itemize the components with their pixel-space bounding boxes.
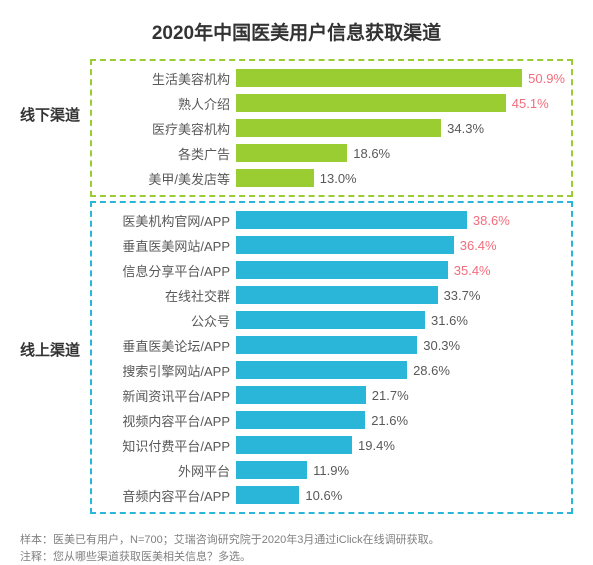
bar-wrap: 13.0% bbox=[236, 169, 565, 187]
row-label: 新闻资讯平台/APP bbox=[98, 386, 236, 405]
chart-area: 线下渠道线上渠道 生活美容机构 50.9% 熟人介绍 45.1% 医疗美容机构 34.3%… bbox=[20, 59, 573, 518]
bar-row: 医疗美容机构 34.3% bbox=[98, 116, 565, 140]
bar-value: 18.6% bbox=[353, 146, 390, 161]
bar-row: 在线社交群 33.7% bbox=[98, 283, 565, 307]
bar-row: 搜索引擎网站/APP 28.6% bbox=[98, 358, 565, 382]
bar-row: 各类广告 18.6% bbox=[98, 141, 565, 165]
bar-value: 19.4% bbox=[358, 438, 395, 453]
bar bbox=[236, 94, 506, 112]
bar-wrap: 11.9% bbox=[236, 461, 565, 479]
bar-wrap: 35.4% bbox=[236, 261, 565, 279]
bar-wrap: 19.4% bbox=[236, 436, 565, 454]
row-label: 音频内容平台/APP bbox=[98, 486, 236, 505]
row-label: 熟人介绍 bbox=[98, 94, 236, 113]
bar-value: 31.6% bbox=[431, 313, 468, 328]
bar-wrap: 18.6% bbox=[236, 144, 565, 162]
bar-row: 公众号 31.6% bbox=[98, 308, 565, 332]
bar-row: 外网平台 11.9% bbox=[98, 458, 565, 482]
row-label: 垂直医美论坛/APP bbox=[98, 336, 236, 355]
bar-row: 知识付费平台/APP 19.4% bbox=[98, 433, 565, 457]
bar bbox=[236, 144, 347, 162]
bar-wrap: 30.3% bbox=[236, 336, 565, 354]
row-label: 信息分享平台/APP bbox=[98, 261, 236, 280]
side-label: 线上渠道 bbox=[20, 339, 80, 360]
row-label: 知识付费平台/APP bbox=[98, 436, 236, 455]
chart-title: 2020年中国医美用户信息获取渠道 bbox=[20, 18, 573, 45]
bar-wrap: 34.3% bbox=[236, 119, 565, 137]
bar-value: 45.1% bbox=[512, 96, 549, 111]
bar-value: 13.0% bbox=[320, 171, 357, 186]
bar-value: 28.6% bbox=[413, 363, 450, 378]
row-label: 外网平台 bbox=[98, 461, 236, 480]
bar-value: 34.3% bbox=[447, 121, 484, 136]
bar-row: 信息分享平台/APP 35.4% bbox=[98, 258, 565, 282]
row-label: 各类广告 bbox=[98, 144, 236, 163]
bar-wrap: 45.1% bbox=[236, 94, 565, 112]
bar-row: 医美机构官网/APP 38.6% bbox=[98, 208, 565, 232]
row-label: 医疗美容机构 bbox=[98, 119, 236, 138]
bar-value: 36.4% bbox=[460, 238, 497, 253]
bar bbox=[236, 169, 314, 187]
row-label: 公众号 bbox=[98, 311, 236, 330]
bar bbox=[236, 411, 365, 429]
bar-wrap: 10.6% bbox=[236, 486, 565, 504]
footer-sample: 样本：医美已有用户，N=700；艾瑞咨询研究院于2020年3月通过iClick在… bbox=[20, 532, 573, 549]
bar-row: 美甲/美发店等 13.0% bbox=[98, 166, 565, 190]
side-labels-column: 线下渠道线上渠道 bbox=[20, 59, 90, 518]
bar-wrap: 21.7% bbox=[236, 386, 565, 404]
bar bbox=[236, 386, 366, 404]
side-label: 线下渠道 bbox=[20, 104, 80, 125]
bar-row: 音频内容平台/APP 10.6% bbox=[98, 483, 565, 507]
row-label: 搜索引擎网站/APP bbox=[98, 361, 236, 380]
footer-note: 注释：您从哪些渠道获取医美相关信息？多选。 bbox=[20, 549, 573, 565]
channel-group: 生活美容机构 50.9% 熟人介绍 45.1% 医疗美容机构 34.3% 各类广告 18.6%… bbox=[90, 59, 573, 197]
bar-wrap: 50.9% bbox=[236, 69, 565, 87]
bar-row: 垂直医美论坛/APP 30.3% bbox=[98, 333, 565, 357]
bar bbox=[236, 486, 299, 504]
bar bbox=[236, 236, 454, 254]
bar-wrap: 28.6% bbox=[236, 361, 565, 379]
bar-value: 10.6% bbox=[305, 488, 342, 503]
bar-value: 21.7% bbox=[372, 388, 409, 403]
bar-value: 11.9% bbox=[313, 463, 349, 478]
bar-row: 新闻资讯平台/APP 21.7% bbox=[98, 383, 565, 407]
row-label: 美甲/美发店等 bbox=[98, 169, 236, 188]
bar-value: 21.6% bbox=[371, 413, 408, 428]
bar-wrap: 33.7% bbox=[236, 286, 565, 304]
bar-wrap: 31.6% bbox=[236, 311, 565, 329]
row-label: 垂直医美网站/APP bbox=[98, 236, 236, 255]
bar-value: 30.3% bbox=[423, 338, 460, 353]
bar bbox=[236, 119, 441, 137]
bar bbox=[236, 461, 307, 479]
bar-value: 35.4% bbox=[454, 263, 491, 278]
bar bbox=[236, 69, 522, 87]
row-label: 生活美容机构 bbox=[98, 69, 236, 88]
groups-column: 生活美容机构 50.9% 熟人介绍 45.1% 医疗美容机构 34.3% 各类广告 18.6%… bbox=[90, 59, 573, 518]
bar-wrap: 21.6% bbox=[236, 411, 565, 429]
bar-wrap: 38.6% bbox=[236, 211, 565, 229]
bar bbox=[236, 311, 425, 329]
bar bbox=[236, 361, 407, 379]
bar bbox=[236, 211, 467, 229]
channel-group: 医美机构官网/APP 38.6% 垂直医美网站/APP 36.4% 信息分享平台/APP… bbox=[90, 201, 573, 514]
bar bbox=[236, 436, 352, 454]
bar bbox=[236, 336, 417, 354]
row-label: 在线社交群 bbox=[98, 286, 236, 305]
row-label: 医美机构官网/APP bbox=[98, 211, 236, 230]
bar bbox=[236, 286, 438, 304]
row-label: 视频内容平台/APP bbox=[98, 411, 236, 430]
bar-row: 生活美容机构 50.9% bbox=[98, 66, 565, 90]
bar bbox=[236, 261, 448, 279]
bar-row: 垂直医美网站/APP 36.4% bbox=[98, 233, 565, 257]
bar-value: 50.9% bbox=[528, 71, 565, 86]
bar-row: 视频内容平台/APP 21.6% bbox=[98, 408, 565, 432]
bar-value: 33.7% bbox=[444, 288, 481, 303]
bar-row: 熟人介绍 45.1% bbox=[98, 91, 565, 115]
bar-wrap: 36.4% bbox=[236, 236, 565, 254]
bar-value: 38.6% bbox=[473, 213, 510, 228]
chart-footer: 样本：医美已有用户，N=700；艾瑞咨询研究院于2020年3月通过iClick在… bbox=[20, 532, 573, 565]
